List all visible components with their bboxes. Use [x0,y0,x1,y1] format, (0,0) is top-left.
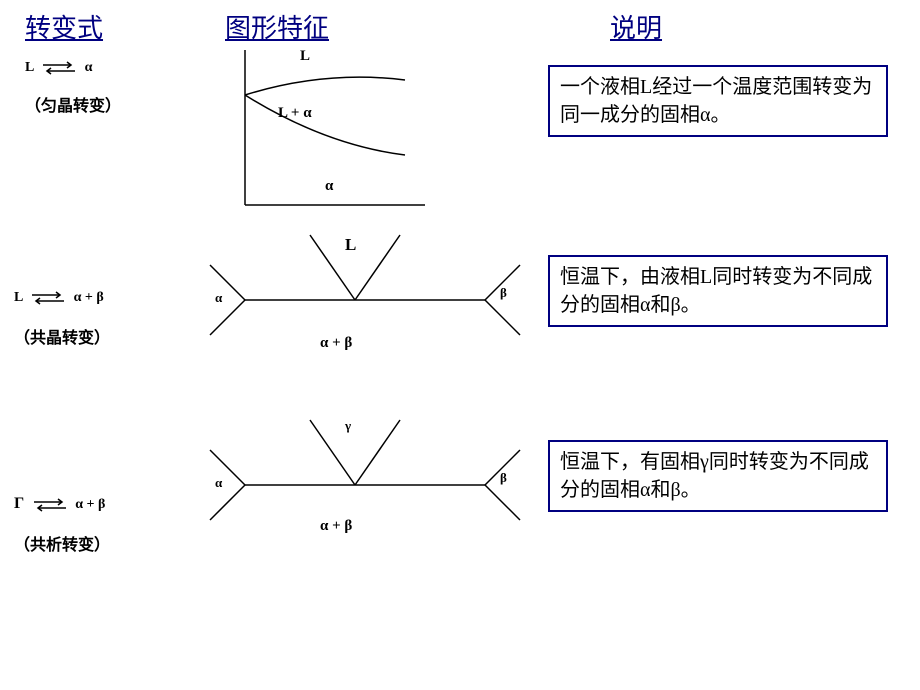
double-arrow-icon [32,498,68,512]
formula-3-subtitle: （共析转变） [14,531,110,555]
header-transform: 转变式 [25,8,103,45]
formula-3: Γ α + β [14,495,110,513]
diagram-eutectoid [190,400,530,530]
description-box-3: 恒温下，有固相γ同时转变为不同成分的固相α和β。 [548,440,888,512]
diagram-2-label-top: L [345,235,356,255]
formula-2-right: α + β [74,290,104,305]
diagram-2-label-left: α [215,290,222,306]
description-2-text: 恒温下，由液相L同时转变为不同成分的固相α和β。 [560,266,872,316]
formula-3-left: Γ [14,495,24,512]
diagram-2-label-right: β [500,285,507,301]
header-description: 说明 [610,8,662,45]
description-3-text: 恒温下，有固相γ同时转变为不同成分的固相α和β。 [560,451,869,501]
description-box-1: 一个液相L经过一个温度范围转变为同一成分的固相α。 [548,65,888,137]
diagram-3-label-bot: α + β [320,518,352,535]
formula-1-left: L [25,60,34,75]
diagram-3-label-top: γ [345,418,351,434]
formula-1-right: α [85,60,93,75]
diagram-1-label-top: L [300,48,310,65]
formula-row-2: L α + β （共晶转变） [14,290,110,348]
double-arrow-icon [41,61,77,75]
diagram-3-label-left: α [215,475,222,491]
description-box-2: 恒温下，由液相L同时转变为不同成分的固相α和β。 [548,255,888,327]
diagram-eutectic [190,220,530,350]
formula-2: L α + β [14,290,110,306]
diagram-1-label-bot: α [325,178,333,195]
formula-1-subtitle: （匀晶转变） [25,92,121,116]
formula-3-right: α + β [75,497,105,512]
diagram-1-label-mid: L + α [278,105,312,122]
formula-row-1: L α （匀晶转变） [25,60,121,116]
formula-1: L α [25,60,121,76]
diagram-2-label-bot: α + β [320,335,352,352]
double-arrow-icon [30,291,66,305]
formula-row-3: Γ α + β （共析转变） [14,495,110,555]
formula-2-subtitle: （共晶转变） [14,324,110,348]
description-1-text: 一个液相L经过一个温度范围转变为同一成分的固相α。 [560,76,872,126]
diagram-3-label-right: β [500,470,507,486]
formula-2-left: L [14,290,23,305]
